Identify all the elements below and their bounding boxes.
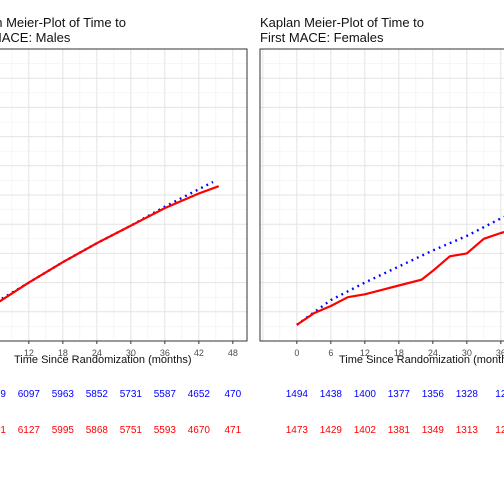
x-axis-label-males: Time Since Randomization (months) <box>14 354 192 366</box>
risk-table-value: 470 <box>224 389 241 400</box>
risk-table-value: 4670 <box>188 425 211 436</box>
series-dotted-females <box>296 215 504 326</box>
risk-table-value: 5593 <box>154 425 177 436</box>
x-tick-label: 12 <box>24 348 34 358</box>
risk-table-value: 1494 <box>286 389 309 400</box>
x-tick-label: 24 <box>428 348 438 358</box>
risk-table-value: 5587 <box>154 389 177 400</box>
chart-title-males: Kaplan Meier-Plot of Time to First MACE:… <box>0 15 127 45</box>
risk-table-value: 5751 <box>120 425 143 436</box>
risk-table-value: 1438 <box>320 389 343 400</box>
risk-table-value: 5868 <box>86 425 109 436</box>
risk-table-value: 1429 <box>320 425 343 436</box>
series-dotted-males <box>0 180 214 302</box>
risk-table-value: 471 <box>224 425 241 436</box>
panel-border-females <box>259 48 504 342</box>
x-tick-label: 30 <box>126 348 136 358</box>
risk-table-value: 5852 <box>86 389 109 400</box>
risk-table-value: 4652 <box>188 389 211 400</box>
risk-table-value: 6239 <box>0 389 6 400</box>
x-tick-label: 6 <box>328 348 333 358</box>
risk-table-value: 1381 <box>388 425 411 436</box>
series-solid-females <box>296 231 504 326</box>
x-tick-label: 12 <box>360 348 370 358</box>
risk-table-value: 1356 <box>422 389 445 400</box>
risk-table-value: 5731 <box>120 389 143 400</box>
x-tick-label: 36 <box>160 348 170 358</box>
x-axis-label-females: Time Since Randomization (months) <box>339 354 504 366</box>
x-tick-label: 30 <box>462 348 472 358</box>
risk-table-value: 1349 <box>422 425 445 436</box>
risk-table-value: 1402 <box>354 425 377 436</box>
x-tick-label: 48 <box>228 348 238 358</box>
risk-table-value: 6097 <box>18 389 41 400</box>
risk-table-value: 12 <box>495 425 504 436</box>
risk-table-value: 5963 <box>52 389 75 400</box>
series-solid-males <box>0 185 220 303</box>
x-tick-label: 42 <box>194 348 204 358</box>
risk-table-value: 6261 <box>0 425 6 436</box>
risk-table-value: 1328 <box>456 389 479 400</box>
x-tick-label: 18 <box>394 348 404 358</box>
risk-table-value: 1377 <box>388 389 411 400</box>
x-tick-label: 24 <box>92 348 102 358</box>
panel-border-males <box>0 48 248 342</box>
risk-table-value: 6127 <box>18 425 41 436</box>
x-tick-label: 0 <box>294 348 299 358</box>
risk-table-value: 1400 <box>354 389 377 400</box>
risk-table-value: 1313 <box>456 425 479 436</box>
risk-table-value: 1473 <box>286 425 309 436</box>
x-tick-label: 36 <box>496 348 504 358</box>
x-tick-label: 18 <box>58 348 68 358</box>
risk-table-value: 12 <box>495 389 504 400</box>
chart-title-females: Kaplan Meier-Plot of Time to First MACE:… <box>260 15 425 45</box>
risk-table-value: 5995 <box>52 425 75 436</box>
